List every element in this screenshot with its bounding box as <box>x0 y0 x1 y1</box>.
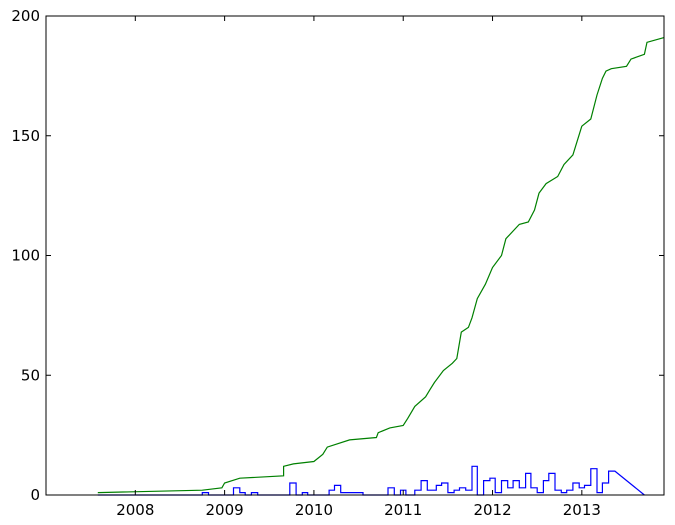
series-line-2 <box>97 37 665 494</box>
x-tick-label: 2010 <box>295 501 333 519</box>
x-tick-label: 2009 <box>206 501 244 519</box>
y-tick-label: 200 <box>11 7 40 25</box>
plot-background <box>46 16 664 495</box>
x-tick-label: 2013 <box>563 501 601 519</box>
tick-layer: 2008 2009 2010 2011 2012 2013 0 50 100 150 200 <box>11 7 664 519</box>
x-tick-label: 2008 <box>116 501 154 519</box>
x-tick-label: 2011 <box>384 501 422 519</box>
y-tick-label: 150 <box>11 127 40 145</box>
series-line-1 <box>97 465 645 496</box>
y-tick-label: 50 <box>21 366 40 384</box>
y-tick-label: 100 <box>11 247 40 265</box>
x-tick-label: 2012 <box>473 501 511 519</box>
y-tick-label: 0 <box>30 486 40 504</box>
plot-frame <box>45 15 665 496</box>
series-layer <box>97 37 665 496</box>
